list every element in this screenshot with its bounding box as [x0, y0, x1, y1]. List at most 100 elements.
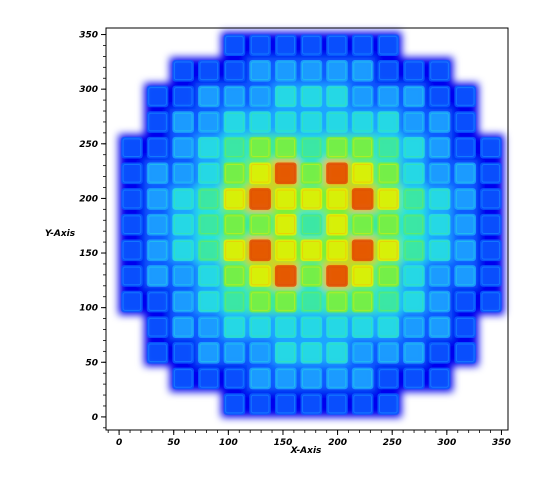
heatmap-cell: [300, 34, 323, 57]
heatmap-detail-layer: [121, 34, 502, 415]
heatmap-cell-rim: [276, 35, 296, 55]
heatmap-cell: [300, 316, 323, 338]
heatmap-cell-rim: [378, 266, 398, 286]
heatmap-cell: [326, 111, 348, 133]
heatmap-cell: [326, 316, 348, 338]
heatmap-cell-rim: [404, 61, 424, 81]
heatmap-cell-rim: [481, 189, 501, 209]
heatmap-cell-rim: [327, 112, 347, 132]
heatmap-cell-rim: [225, 87, 244, 106]
heatmap-cell-rim: [353, 87, 372, 106]
heatmap-cell: [198, 316, 220, 338]
heatmap-cell: [223, 188, 246, 210]
heatmap-cell: [198, 239, 220, 262]
heatmap-cell-rim: [481, 215, 501, 234]
heatmap-cell-rim: [302, 394, 321, 414]
heatmap-cell: [479, 136, 502, 159]
heatmap-cell: [377, 60, 400, 82]
heatmap-cell-rim: [250, 266, 270, 286]
heatmap-cell: [454, 162, 476, 185]
heatmap-cell-rim: [122, 266, 142, 286]
heatmap-cell: [274, 188, 297, 210]
heatmap-cell: [223, 290, 246, 313]
heatmap-cell: [300, 265, 323, 287]
heatmap-cell-rim: [353, 317, 372, 337]
heatmap-cell-rim: [353, 343, 372, 363]
heatmap-cell: [274, 393, 297, 415]
heatmap-cell-rim: [250, 138, 270, 158]
heatmap-cell-rim: [250, 343, 270, 363]
heatmap-cell-rim: [199, 61, 219, 81]
heatmap-cell-rim: [327, 394, 347, 414]
heatmap-cell-rim: [378, 189, 398, 209]
heatmap-cell-rim: [276, 138, 296, 158]
heatmap-cell: [172, 239, 195, 262]
heatmap-cell: [428, 265, 451, 287]
heatmap-cell: [249, 34, 271, 57]
heatmap-cell-rim: [173, 61, 193, 81]
heatmap-cell: [428, 239, 451, 262]
heatmap-cell: [198, 341, 220, 364]
x-tick-label: 0: [116, 438, 122, 448]
heatmap-cell-rim: [302, 164, 321, 183]
x-tick-label: 250: [383, 438, 402, 448]
heatmap-cell: [223, 162, 246, 185]
heatmap-cell: [403, 188, 425, 210]
heatmap-cell-rim: [122, 292, 142, 311]
heatmap-cell-rim: [327, 343, 347, 363]
heatmap-cell: [146, 136, 169, 159]
heatmap-cell: [454, 188, 476, 210]
heatmap-cell-rim: [250, 189, 270, 209]
heatmap-cell-rim: [148, 343, 167, 363]
heatmap-cell-rim: [404, 189, 424, 209]
heatmap-cell-rim: [302, 240, 321, 260]
heatmap-cell-rim: [327, 215, 347, 234]
heatmap-cell-rim: [173, 112, 193, 132]
heatmap-cell-rim: [378, 292, 398, 311]
heatmap-cell: [121, 136, 143, 159]
heatmap-cell-rim: [378, 35, 398, 55]
heatmap-cell: [300, 136, 323, 159]
heatmap-cell: [454, 265, 476, 287]
heatmap-cell: [479, 239, 502, 262]
heatmap-cell: [146, 213, 169, 236]
heatmap-cell-rim: [225, 164, 244, 183]
heatmap-cell: [403, 239, 425, 262]
heatmap-cell-rim: [353, 369, 372, 388]
heatmap-cell: [403, 213, 425, 236]
heatmap-cell-rim: [353, 215, 372, 234]
heatmap-cell: [479, 213, 502, 236]
heatmap-cell: [326, 239, 348, 262]
heatmap-cells: [118, 31, 505, 418]
y-tick-label: 0: [92, 413, 98, 423]
heatmap-cell-rim: [327, 292, 347, 311]
heatmap-cell: [146, 162, 169, 185]
x-tick-label: 300: [437, 438, 456, 448]
heatmap-cell-rim: [404, 343, 424, 363]
heatmap-cell-rim: [276, 317, 296, 337]
heatmap-cell-rim: [430, 112, 449, 132]
heatmap-cell: [249, 188, 271, 210]
heatmap-cell: [249, 393, 271, 415]
heatmap-cell-rim: [378, 215, 398, 234]
heatmap-cell: [198, 85, 220, 108]
heatmap-cell: [326, 367, 348, 390]
heatmap-cell-rim: [148, 215, 167, 234]
heatmap-cell-rim: [250, 317, 270, 337]
heatmap-cell: [377, 136, 400, 159]
heatmap-cell-rim: [276, 343, 296, 363]
heatmap-cell: [351, 162, 374, 185]
heatmap-cell-rim: [173, 317, 193, 337]
heatmap-cell: [223, 367, 246, 390]
heatmap-cell: [146, 188, 169, 210]
heatmap-cell-rim: [122, 240, 142, 260]
heatmap-cell: [146, 265, 169, 287]
heatmap-cell-rim: [430, 240, 449, 260]
heatmap-cell-rim: [122, 138, 142, 158]
heatmap-cell: [428, 111, 451, 133]
heatmap-cell: [198, 111, 220, 133]
heatmap-cell: [326, 290, 348, 313]
heatmap-cell: [172, 136, 195, 159]
heatmap-cell-rim: [250, 35, 270, 55]
heatmap-cell-rim: [455, 189, 475, 209]
